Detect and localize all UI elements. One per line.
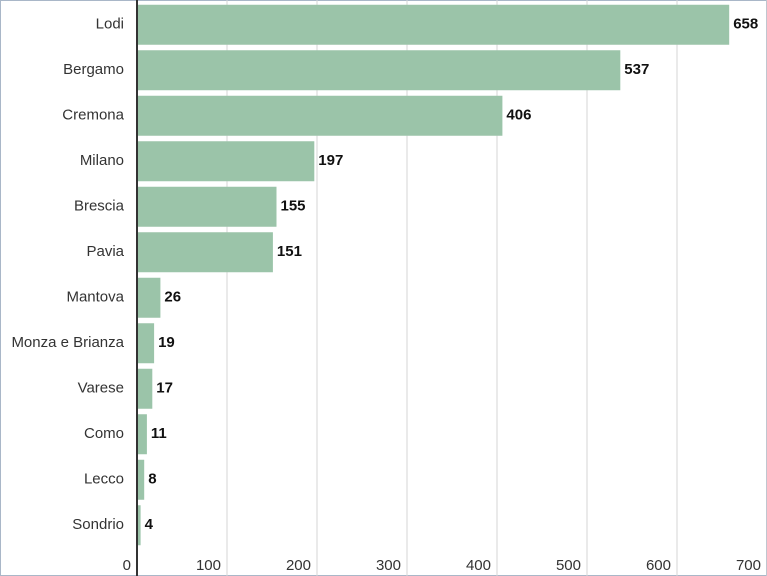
- value-label: 11: [151, 425, 167, 442]
- value-label: 658: [733, 16, 758, 33]
- value-label: 151: [277, 243, 302, 260]
- bar: [137, 414, 147, 455]
- value-label: 17: [156, 380, 173, 397]
- y-tick-label: Milano: [80, 152, 124, 169]
- bar: [137, 186, 277, 227]
- bar: [137, 232, 273, 273]
- y-tick-label: Varese: [78, 380, 124, 397]
- value-label: 19: [158, 334, 175, 351]
- y-tick-label: Sondrio: [72, 516, 124, 533]
- y-tick-label: Bergamo: [63, 61, 124, 78]
- x-tick-label: 600: [646, 557, 671, 574]
- x-tick-label: 700: [736, 557, 761, 574]
- value-label: 26: [164, 289, 181, 306]
- y-tick-label: Lodi: [96, 16, 124, 33]
- bar: [137, 277, 161, 318]
- bar: [137, 4, 730, 45]
- bar: [137, 141, 315, 182]
- y-tick-label: Lecco: [84, 471, 124, 488]
- bar: [137, 95, 503, 136]
- value-label: 197: [318, 152, 343, 169]
- bar: [137, 505, 141, 546]
- y-tick-label: Brescia: [74, 198, 125, 215]
- value-label: 406: [506, 107, 531, 124]
- y-tick-label: Monza e Brianza: [11, 334, 124, 351]
- x-tick-label: 400: [466, 557, 491, 574]
- y-tick-label: Pavia: [86, 243, 124, 260]
- value-label: 537: [624, 61, 649, 78]
- x-tick-label: 500: [556, 557, 581, 574]
- y-tick-label: Cremona: [62, 107, 124, 124]
- value-label: 8: [148, 471, 156, 488]
- value-label: 4: [145, 516, 154, 533]
- bar: [137, 368, 153, 409]
- x-tick-label: 0: [123, 557, 131, 574]
- bar: [137, 459, 145, 500]
- x-tick-label: 200: [286, 557, 311, 574]
- x-tick-label: 100: [196, 557, 221, 574]
- y-tick-label: Mantova: [66, 289, 124, 306]
- x-tick-label: 300: [376, 557, 401, 574]
- bar: [137, 323, 155, 364]
- value-label: 155: [281, 198, 306, 215]
- bar: [137, 50, 621, 91]
- y-tick-label: Como: [84, 425, 124, 442]
